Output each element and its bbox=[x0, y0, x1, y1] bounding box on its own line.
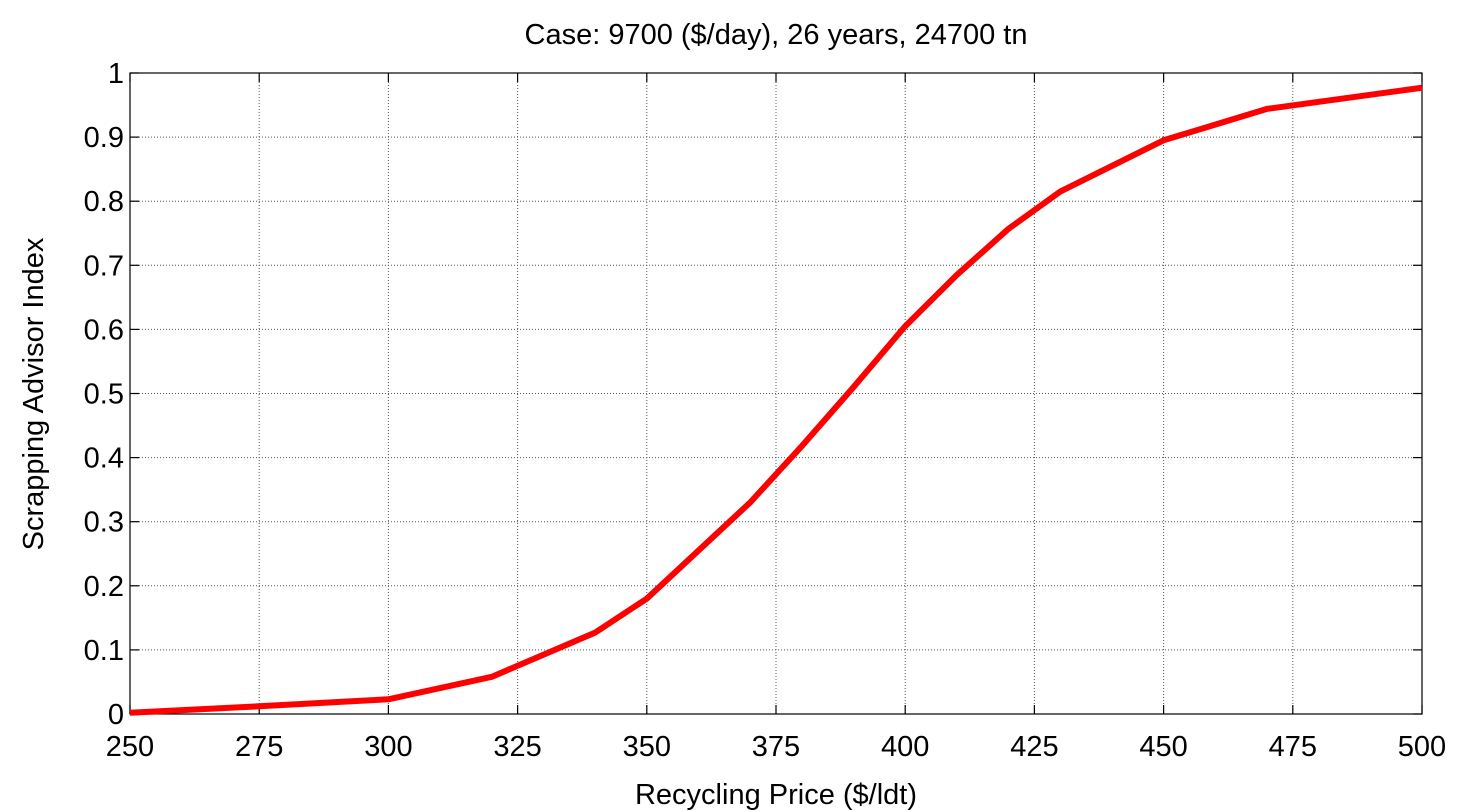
x-tick-label: 500 bbox=[1398, 731, 1446, 763]
line-series bbox=[129, 84, 1423, 716]
x-tick-label: 350 bbox=[623, 731, 671, 763]
x-tick-label: 425 bbox=[1010, 731, 1058, 763]
y-tick-label: 0.2 bbox=[84, 571, 124, 603]
y-tick-label: 0.8 bbox=[84, 186, 124, 218]
x-axis-label: Recycling Price ($/ldt) bbox=[635, 779, 917, 811]
y-tick-label: 0.3 bbox=[84, 507, 124, 539]
y-tick-label: 0.7 bbox=[84, 250, 124, 282]
x-tick-label: 400 bbox=[881, 731, 929, 763]
plot-frame bbox=[129, 72, 1423, 715]
y-tick-label: 0.4 bbox=[84, 443, 124, 475]
y-axis-label: Scrapping Advisor Index bbox=[18, 237, 50, 550]
chart-title: Case: 9700 ($/day), 26 years, 24700 tn bbox=[525, 19, 1028, 51]
x-tick-label: 250 bbox=[106, 731, 154, 763]
y-tick-label: 0 bbox=[108, 699, 124, 731]
y-tick-label: 0.5 bbox=[84, 379, 124, 411]
y-tick-label: 0.9 bbox=[84, 122, 124, 154]
x-tick-label: 325 bbox=[493, 731, 541, 763]
x-tick-label: 475 bbox=[1269, 731, 1317, 763]
y-tick-label: 0.1 bbox=[84, 635, 124, 667]
x-tick-label: 450 bbox=[1139, 731, 1187, 763]
x-tick-label: 275 bbox=[235, 731, 283, 763]
x-tick-label: 300 bbox=[364, 731, 412, 763]
y-tick-label: 1 bbox=[108, 58, 124, 90]
y-tick-label: 0.6 bbox=[84, 314, 124, 346]
x-tick-label: 375 bbox=[752, 731, 800, 763]
